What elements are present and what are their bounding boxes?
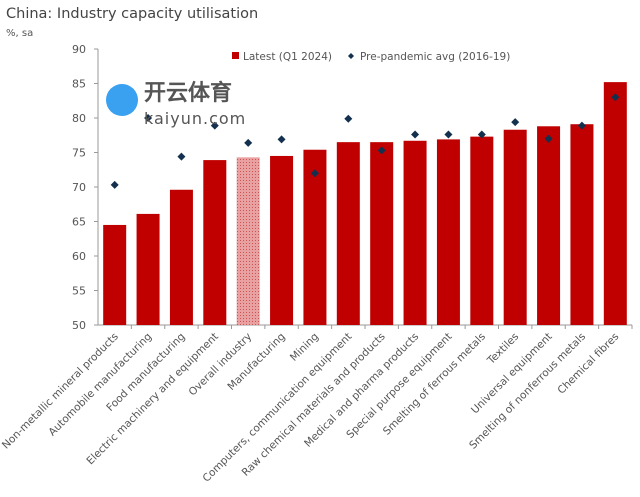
y-tick-label: 65 <box>72 216 86 229</box>
legend-bar-swatch <box>232 52 239 59</box>
y-tick-label: 90 <box>72 43 86 56</box>
bar <box>336 142 360 325</box>
point-marker <box>277 135 286 144</box>
point-marker <box>244 138 253 147</box>
y-tick-label: 70 <box>72 181 86 194</box>
x-tick-label: Non-metallic mineral products <box>0 331 121 452</box>
x-tick-label: Manufacturing <box>225 331 287 393</box>
point-marker <box>210 121 219 130</box>
point-marker <box>344 114 353 123</box>
y-tick-label: 60 <box>72 250 86 263</box>
bar <box>370 142 394 325</box>
point-marker <box>411 130 420 139</box>
point-marker <box>310 169 319 178</box>
bar <box>403 140 427 325</box>
y-tick-label: 85 <box>72 78 86 91</box>
bar <box>103 224 127 325</box>
bar <box>236 157 260 325</box>
y-tick-label: 50 <box>72 319 86 332</box>
bar <box>436 139 460 325</box>
legend-diamond-marker <box>348 53 354 59</box>
watermark-url: kaiyun.com <box>144 109 246 128</box>
point-marker <box>477 130 486 139</box>
bar <box>303 149 327 325</box>
y-axis-label: %, sa <box>6 28 34 39</box>
point-marker <box>110 180 119 189</box>
point-marker <box>444 130 453 139</box>
chart-title: China: Industry capacity utilisation <box>6 6 259 22</box>
point-marker <box>611 93 620 102</box>
bar <box>470 136 494 325</box>
y-tick-label: 80 <box>72 112 86 125</box>
watermark-ball-icon <box>106 84 138 116</box>
bar <box>570 124 594 326</box>
y-tick-label: 55 <box>72 285 86 298</box>
x-tick-label: Mining <box>288 331 321 364</box>
point-marker <box>144 114 153 122</box>
y-tick-label: 75 <box>72 147 86 160</box>
bar <box>270 155 294 325</box>
legend-bar-label: Latest (Q1 2024) <box>243 51 332 63</box>
watermark-brand: 开云体育 <box>144 80 232 106</box>
bar <box>603 82 627 326</box>
bar <box>537 126 561 325</box>
point-marker <box>177 152 186 161</box>
bar <box>503 129 527 325</box>
bar <box>169 189 193 325</box>
bar <box>136 213 160 325</box>
bar <box>203 160 227 325</box>
point-marker <box>544 134 553 143</box>
x-tick-label: Chemical fibres <box>555 331 621 397</box>
point-marker <box>577 121 586 130</box>
legend-diamond-label: Pre-pandemic avg (2016-19) <box>360 51 510 63</box>
point-marker <box>377 146 386 155</box>
point-marker <box>511 118 520 127</box>
